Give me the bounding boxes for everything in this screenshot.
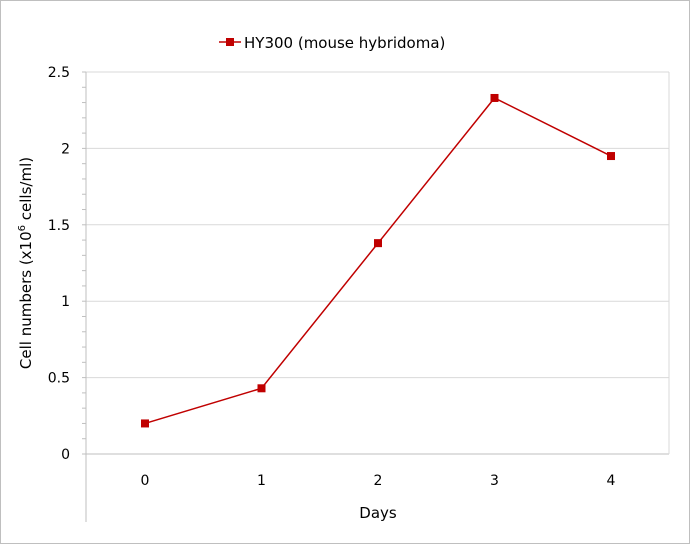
x-tick-label: 4 — [607, 473, 616, 489]
data-point-marker — [374, 239, 382, 248]
x-axis-title: Days — [359, 504, 397, 522]
y-axis-title-unit: cells/ml) — [17, 157, 35, 225]
series-line — [144, 97, 612, 425]
data-point-marker — [141, 419, 149, 428]
x-tick-label: 1 — [257, 473, 266, 489]
x-tick-label: 3 — [490, 473, 499, 489]
gridlines — [86, 71, 669, 379]
y-axis-title-superscript: 6 — [17, 225, 28, 231]
axes — [82, 71, 670, 522]
y-tick-label: 2 — [61, 141, 70, 157]
data-point-marker — [490, 93, 499, 102]
data-point-marker — [257, 384, 266, 393]
data-point-marker — [607, 152, 615, 161]
legend-marker-swatch — [226, 38, 234, 46]
x-axis-ticks: 0 1 2 3 4 — [141, 473, 616, 489]
y-tick-label: 1.5 — [48, 218, 70, 234]
y-axis-ticks: 0 0.5 1 1.5 2 2.5 — [48, 65, 70, 463]
y-tick-label: 0 — [61, 447, 70, 463]
y-tick-label: 1 — [61, 294, 70, 310]
legend-label: HY300 (mouse hybridoma) — [244, 34, 445, 52]
y-tick-label: 2.5 — [48, 65, 70, 81]
series-group — [141, 93, 615, 428]
x-tick-label: 2 — [374, 473, 383, 489]
x-tick-label: 0 — [141, 473, 150, 489]
y-axis-title-main: Cell numbers (x10 — [17, 231, 35, 369]
y-tick-label: 0.5 — [48, 371, 70, 387]
y-axis-title: Cell numbers (x106 cells/ml) — [17, 157, 35, 369]
legend: HY300 (mouse hybridoma) — [219, 34, 445, 52]
